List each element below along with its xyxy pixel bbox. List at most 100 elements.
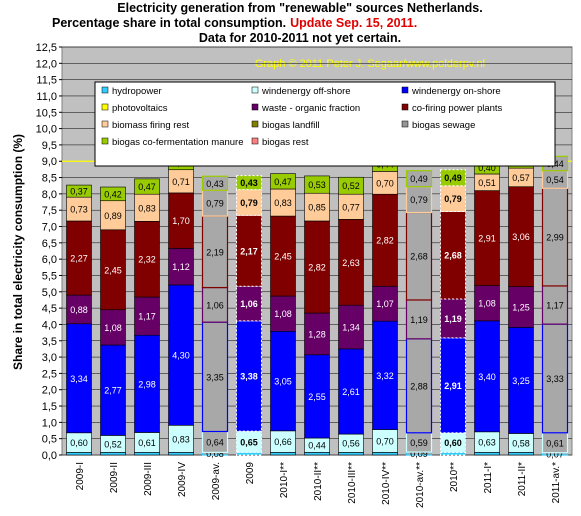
value-label: 0,47 <box>274 177 292 187</box>
value-label: 0,79 <box>410 195 428 205</box>
bar-segment <box>168 284 194 426</box>
bar-segment <box>338 452 364 456</box>
legend-label: biogas sewage <box>412 120 475 131</box>
value-label: 2,91 <box>478 234 496 244</box>
legend-label: biomass firing rest <box>112 120 189 131</box>
value-label: 0,49 <box>410 174 428 184</box>
bar-segment <box>66 294 92 325</box>
bar-segment <box>372 193 398 287</box>
value-label: 0,73 <box>70 205 88 215</box>
value-label: 2,27 <box>70 254 88 264</box>
bar-segment <box>372 285 398 322</box>
value-label: 1,17 <box>546 301 564 311</box>
value-label: 3,25 <box>512 376 530 386</box>
value-label: 0,65 <box>240 437 258 447</box>
value-label: 3,38 <box>240 372 258 382</box>
y-tick-label: 1,5 <box>42 401 57 413</box>
value-label: 1,12 <box>172 262 190 272</box>
bar-segment <box>270 295 296 332</box>
bar-segment <box>474 452 500 456</box>
bar-segment <box>66 220 92 296</box>
value-label: 2,68 <box>444 251 462 261</box>
value-label: 0,79 <box>240 198 258 208</box>
bar-segment <box>338 193 364 220</box>
legend-swatch <box>401 120 409 128</box>
value-label: 3,35 <box>206 372 224 382</box>
value-label: 0,37 <box>70 187 88 197</box>
value-label: 0,52 <box>342 181 360 191</box>
x-tick-label: 2010-av.** <box>415 462 426 508</box>
value-label: 0,58 <box>512 438 530 448</box>
bar-segment <box>100 229 126 311</box>
bar-segment <box>168 424 194 453</box>
value-label: 2,82 <box>308 262 326 272</box>
value-label: 1,19 <box>410 315 428 325</box>
value-label: 0,42 <box>104 189 122 199</box>
bar-segment <box>201 175 229 191</box>
legend-label: waste - organic fraction <box>261 103 360 114</box>
value-label: 0,53 <box>308 180 326 190</box>
y-tick-label: 9,5 <box>42 140 57 152</box>
bar-segment <box>236 189 262 216</box>
legend-label: biogas co-fermentation manure <box>112 137 244 148</box>
legend-swatch <box>101 86 109 94</box>
bar-segment <box>66 452 92 456</box>
value-label: 0,08 <box>206 449 224 459</box>
legend-label: windenergy off-shore <box>261 86 351 97</box>
y-tick-label: 8,5 <box>42 173 57 185</box>
x-tick-label: 2011-I* <box>483 462 494 494</box>
y-tick-label: 0,0 <box>42 450 57 462</box>
bar-segment <box>66 184 92 198</box>
y-tick-label: 10,0 <box>36 124 57 136</box>
y-tick-label: 2,0 <box>42 385 57 397</box>
value-label: 0,88 <box>70 305 88 315</box>
bar-segment <box>541 187 569 287</box>
update-note: Update Sep. 15, 2011. <box>290 16 417 30</box>
bar-segment <box>100 309 126 346</box>
y-tick-label: 6,5 <box>42 238 57 250</box>
value-label: 0,59 <box>410 438 428 448</box>
value-label: 0,09 <box>410 449 428 459</box>
bar-segment <box>304 452 330 456</box>
bar-segment <box>236 320 262 432</box>
bar-segment <box>236 175 262 191</box>
value-label: 0,77 <box>342 202 360 212</box>
x-tick-label: 2009-III <box>143 462 154 496</box>
value-label: 1,06 <box>206 300 224 310</box>
bar-segment <box>372 320 398 430</box>
bar-segment <box>168 192 194 249</box>
legend-swatch <box>251 103 259 111</box>
value-label: 0,56 <box>342 439 360 449</box>
bar-segment <box>541 323 569 434</box>
y-tick-label: 5,0 <box>42 287 57 299</box>
x-tick-label: 2010-IV** <box>381 462 392 505</box>
bar-segment <box>168 452 194 456</box>
bar-segment <box>338 176 364 195</box>
bar-segment <box>474 190 500 286</box>
legend-box <box>94 81 556 167</box>
legend-label: windenergy on-shore <box>411 86 501 97</box>
bar-segment <box>270 215 296 297</box>
value-label: 1,34 <box>342 323 360 333</box>
bar-segment <box>440 337 466 434</box>
bar-segment <box>440 298 466 339</box>
y-tick-label: 5,5 <box>42 270 57 282</box>
legend-label: co-firing power plants <box>412 103 503 114</box>
bar-segment <box>100 200 126 231</box>
value-label: 1,28 <box>308 329 326 339</box>
y-tick-label: 6,0 <box>42 254 57 266</box>
value-label: 2,88 <box>410 381 428 391</box>
legend-swatch <box>401 86 409 94</box>
value-label: 3,06 <box>512 232 530 242</box>
bar-segment <box>440 169 466 187</box>
value-label: 0,43 <box>206 179 224 189</box>
value-label: 2,32 <box>138 255 156 265</box>
legend-label: photovoltaics <box>112 103 168 114</box>
bar-segment <box>270 173 296 190</box>
value-label: 3,40 <box>478 372 496 382</box>
value-label: 0,47 <box>138 182 156 192</box>
value-label: 2,91 <box>444 381 462 391</box>
value-label: 1,17 <box>138 312 156 322</box>
bar-segment <box>270 452 296 456</box>
